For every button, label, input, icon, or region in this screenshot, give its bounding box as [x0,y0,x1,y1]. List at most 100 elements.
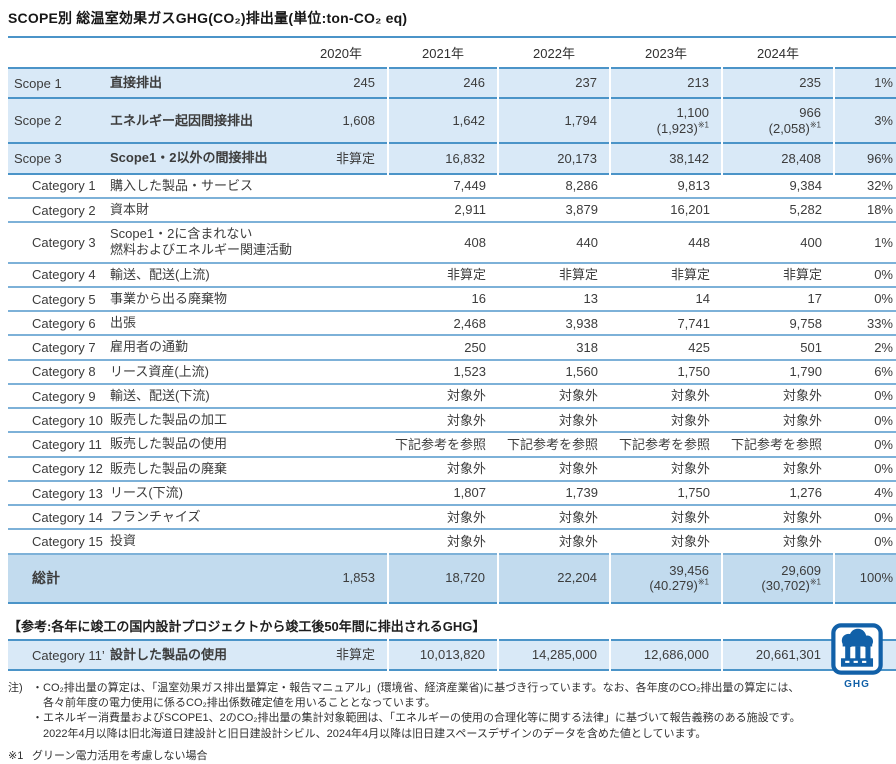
row-description: リース資産(上流) [110,363,210,379]
value-cell [294,457,388,481]
value-cell: 対象外 [670,461,710,477]
value-cell: 235 [721,68,834,99]
row-label: Scope 1 [14,75,62,91]
value-cell: 16 [471,291,486,307]
table-row-category-4: Category 4 輸送、配送(上流) 非算定 非算定 非算定 非算定 0% [8,262,896,287]
value-cell: 非算定 [782,267,822,283]
ghg-emissions-table: 2020年 2021年 2022年 2023年 2024年 Scope 1 直接排… [8,36,896,604]
value-cell [294,311,388,335]
value-cell [294,432,388,456]
value-cell: 318 [576,339,598,355]
table-row-category-12: Category 12 販売した製品の廃棄 対象外 対象外 対象外 対象外 0% [8,456,896,481]
logo-label: GHG [844,679,870,690]
value-cell: 対象外 [446,388,486,404]
table-row-category-5: Category 5 事業から出る廃棄物 16 13 14 17 0% [8,286,896,312]
value-cell [294,505,388,529]
value-cell: 対象外 [558,461,598,477]
note-block: 注) ・CO₂排出量の算定は、「温室効果ガス排出量算定・報告マニュアル」(環境省… [8,681,816,742]
value-cell: 20,173 [497,143,610,174]
value-cell: 38,142 [609,143,722,174]
table-row-category-3: Category 3 Scope1・2に含まれない 燃料およびエネルギー関連活動 4… [8,222,896,263]
row-label: Category 3 [32,234,96,250]
value-cell: 237 [497,68,610,99]
value-cell: 対象外 [670,388,710,404]
value-cell: 9,384 [789,178,822,194]
note-line: 各々前年度の電力使用に係るCO₂排出係数確定値を用いることとなっています。 [43,697,436,710]
value-cell: 6% [874,364,893,380]
note-line: 2022年4月以降は旧北海道日建設計と旧日建設計シビル、2024年4月以降は旧日… [43,727,707,740]
value-cell: 96% [833,143,896,174]
value-cell: 1,739 [565,485,598,501]
row-label: Category 5 [32,291,96,307]
value-cell: 17 [807,291,822,307]
table-row-category-7: Category 7 雇用者の通勤 250 318 425 501 2% [8,335,896,360]
row-description: 設計した製品の使用 [110,646,228,662]
value-cell: 1,100 (1,923)※1 [609,98,722,144]
value-cell: 1,750 [677,364,710,380]
value-cell: 下記参考を参照 [394,436,486,452]
value-cell [294,529,388,553]
value-cell [294,335,388,359]
value-cell: 0% [874,388,893,404]
value-cell: 2,468 [453,315,486,331]
value-cell: 440 [576,234,598,250]
page-title: SCOPE別 総温室効果ガスGHG(CO₂)排出量(単位:ton-CO₂ eq) [8,10,408,26]
row-label: Category 11’ [32,647,105,663]
value-cell: 100% [833,553,896,603]
value-cell: 0% [874,461,893,477]
reference-table: Category 11’ 設計した製品の使用 非算定 10,013,820 14,285… [8,638,896,671]
value-cell: 対象外 [558,388,598,404]
value-cell: 0% [874,509,893,525]
table-row-category-6: Category 6 出張 2,468 3,938 7,741 9,758 33% [8,311,896,336]
value-cell: 14 [695,291,710,307]
value-cell: 3,938 [565,315,598,331]
row-label: Scope 2 [14,113,62,129]
year-header-row: 2020年 2021年 2022年 2023年 2024年 [8,37,896,68]
value-cell: 245 [353,75,375,91]
value-cell: 13 [583,291,598,307]
value-cell: 20,661,301 [721,639,834,671]
row-label: Category 8 [32,364,96,380]
year-header-2022: 2022年 [533,46,575,61]
table-row-category-9: Category 9 輸送、配送(下流) 対象外 対象外 対象外 対象外 0% [8,383,896,409]
table-row-scope-2: Scope 2 エネルギー起因間接排出 1,608 1,642 1,794 1,100 (1… [8,98,896,144]
table-row-category-8: Category 8 リース資産(上流) 1,523 1,560 1,750 1,790 6… [8,359,896,384]
factory-icon [831,623,883,675]
row-label: Category 4 [32,267,96,283]
value-cell [294,408,388,432]
note-lines: ・CO₂排出量の算定は、「温室効果ガス排出量算定・報告マニュアル」(環境省、経済… [32,681,816,742]
row-description: Scope1・2に含まれない 燃料およびエネルギー関連活動 [110,226,293,258]
value-cell [294,174,388,198]
row-label: Category 12 [32,461,103,477]
value-cell: 39,456 (40.279)※1 [609,553,722,603]
row-label: Category 15 [32,534,103,550]
value-cell: 対象外 [782,533,822,549]
row-description: 輸送、配送(上流) [110,266,210,282]
value-cell: 対象外 [558,509,598,525]
row-label: Category 10 [32,412,103,428]
row-label: Category 6 [32,315,96,331]
value-cell: 対象外 [782,388,822,404]
row-label: 総計 [32,570,60,587]
value-cell: 対象外 [446,461,486,477]
pct-header [834,37,896,68]
year-header-2023: 2023年 [645,46,687,61]
value-cell: 28,408 [721,143,834,174]
row-label: Category 13 [32,485,103,501]
note-line: ・CO₂排出量の算定は、「温室効果ガス排出量算定・報告マニュアル」(環境省、経済… [32,682,800,695]
year-header-2020: 2020年 [320,46,362,61]
value-cell: 1,560 [565,364,598,380]
value-cell [294,360,388,384]
value-cell: 8,286 [565,178,598,194]
value-cell: 9,758 [789,315,822,331]
value-cell: 1% [833,68,896,99]
value-cell: 1,853 [342,570,375,586]
value-cell: 1,790 [789,364,822,380]
value-cell: 1,642 [387,98,498,144]
note-line: ・エネルギー消費量およびSCOPE1、2のCO₂排出量の集計対象範囲は、「エネル… [32,712,801,725]
row-description: リース(下流) [110,484,184,500]
value-cell: 33% [866,315,893,331]
row-description: 資本財 [110,201,150,217]
value-cell: 400 [800,234,822,250]
note-prefix: 注) [8,682,23,695]
